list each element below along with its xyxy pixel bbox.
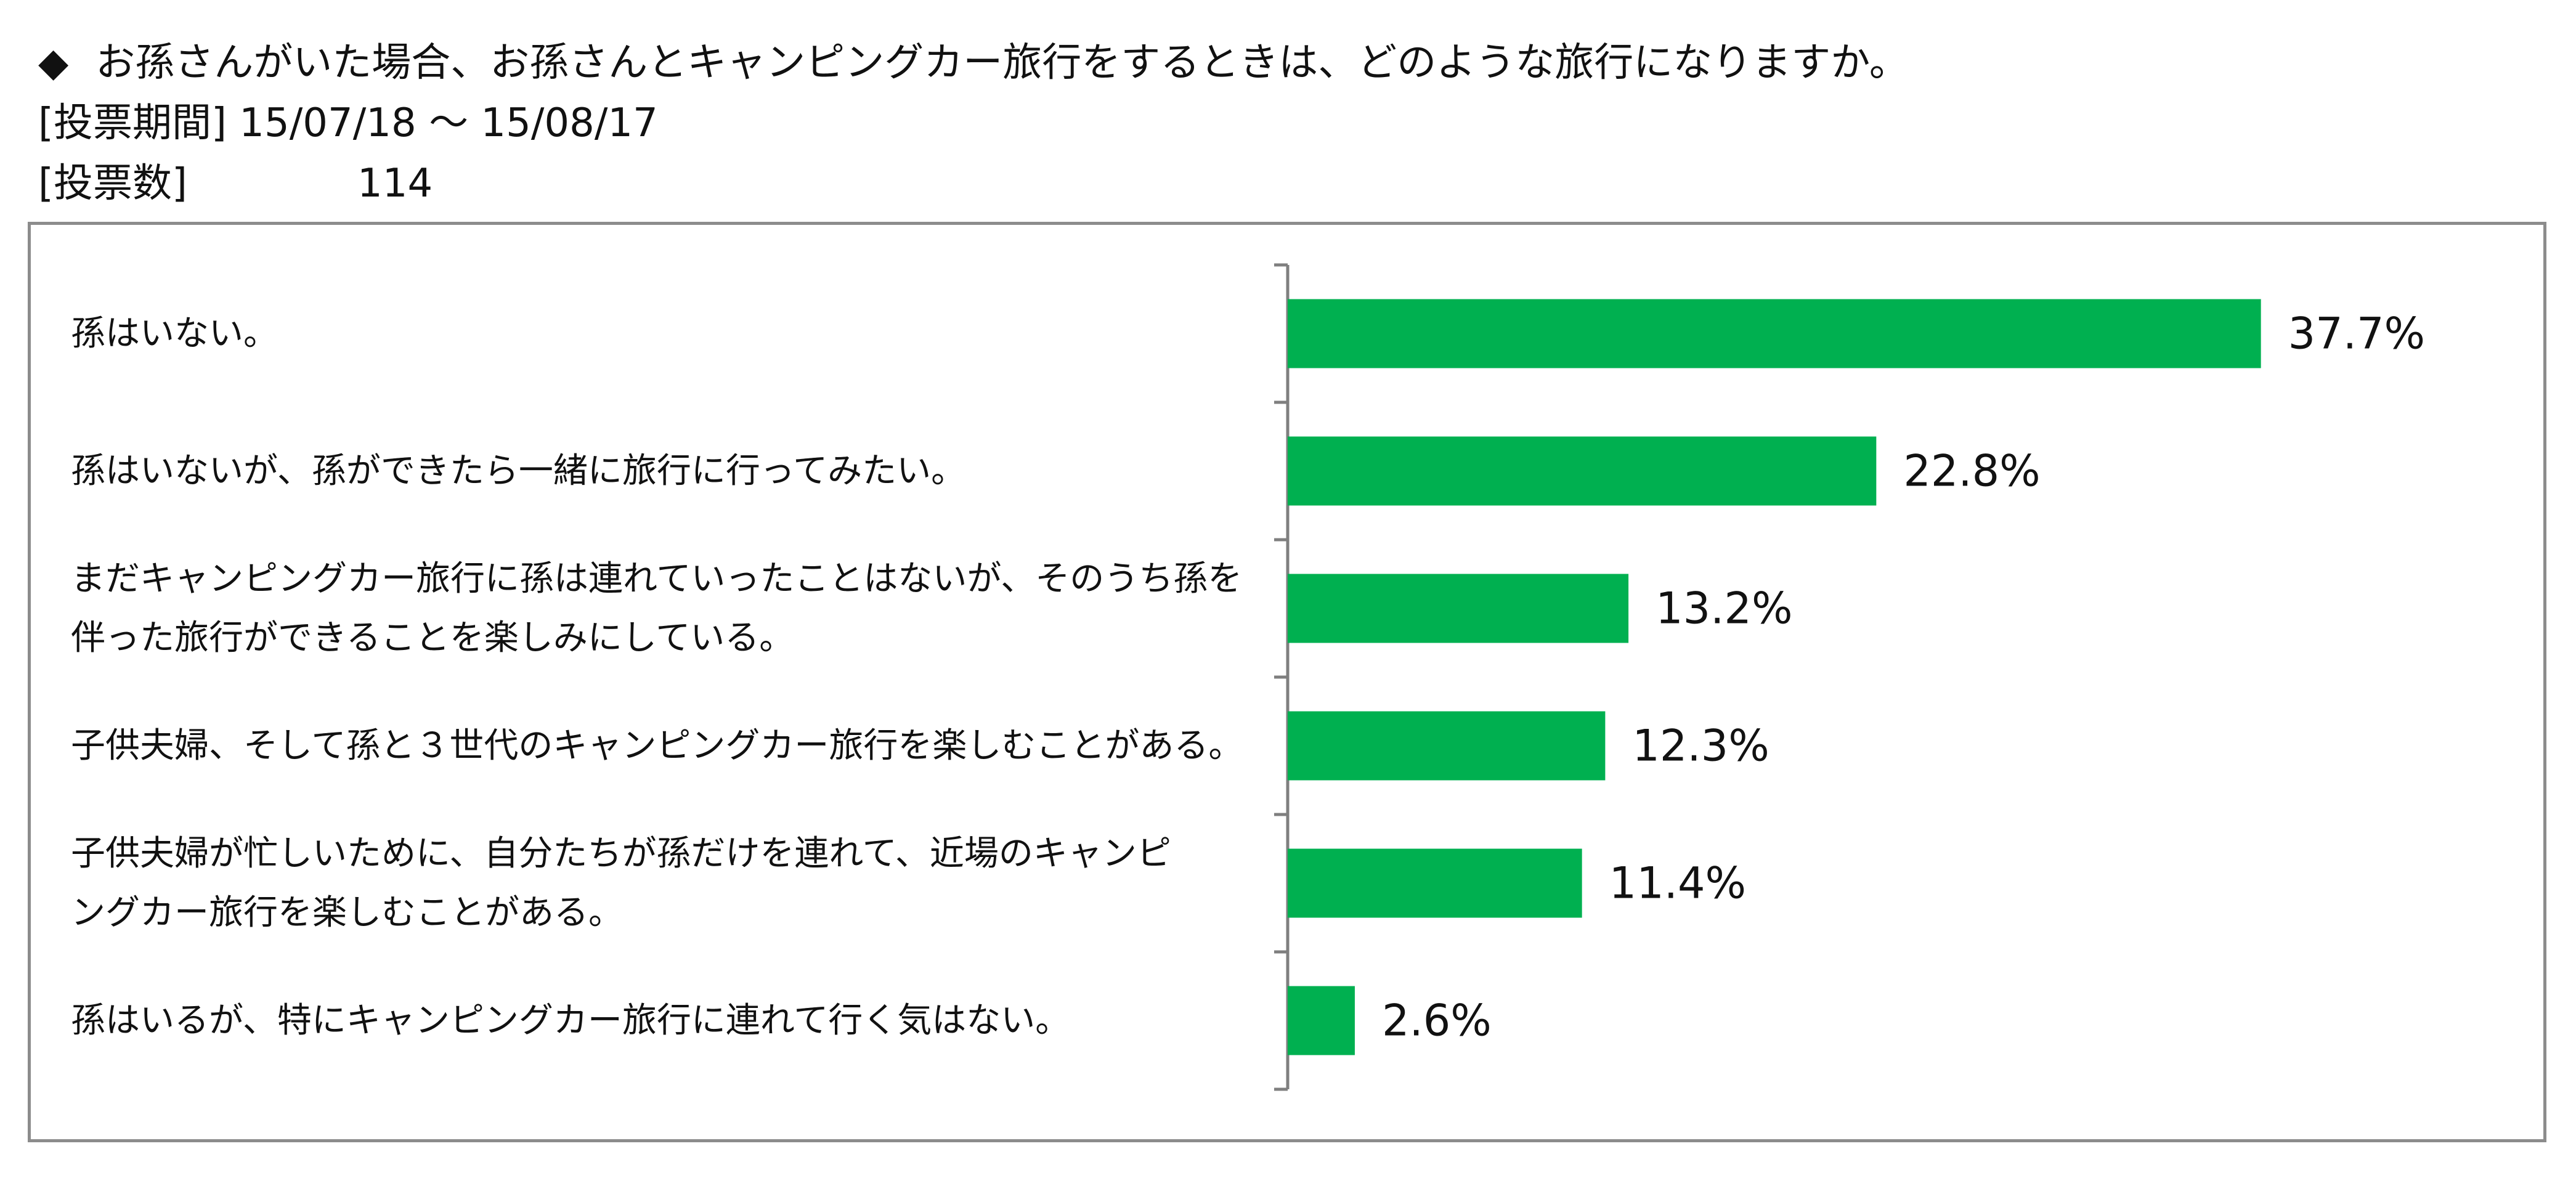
votes-label: [投票数] — [38, 161, 187, 206]
category-label-line: 孫はいない。 — [71, 313, 278, 354]
category-label-2: 孫はいないが、孫ができたら一緒に旅行に行ってみたい。 — [71, 442, 965, 501]
diamond-icon: ◆ — [38, 40, 69, 86]
category-label-line: まだキャンピングカー旅行に孫は連れていったことはないが、そのうち孫を — [71, 558, 1243, 599]
votes-value: 114 — [357, 161, 433, 206]
category-label-line: 伴った旅行ができることを楽しみにしている。 — [71, 617, 794, 658]
data-label-5: 11.4% — [1609, 858, 1746, 909]
category-label-3: まだキャンピングカー旅行に孫は連れていったことはないが、そのうち孫を 伴った旅行が… — [71, 550, 1242, 668]
data-label-4: 12.3% — [1632, 721, 1769, 771]
bar-4 — [1288, 711, 1606, 781]
bar-2 — [1288, 436, 1877, 506]
period-value: 15/07/18 ～ 15/08/17 — [239, 100, 658, 146]
bar-1 — [1288, 299, 2261, 368]
category-label-line: 子供夫婦、そして孫と３世代のキャンピングカー旅行を楽しむことがある。 — [71, 725, 1243, 766]
question-text: お孫さんがいた場合、お孫さんとキャンピングカー旅行をするときは、どのような旅行に… — [95, 40, 1909, 86]
period-label: [投票期間] — [38, 100, 227, 146]
category-label-line: 子供夫婦が忙しいために、自分たちが孫だけを連れて、近場のキャンピ — [71, 833, 1171, 874]
data-label-6: 2.6% — [1382, 996, 1492, 1046]
bar-6 — [1288, 986, 1355, 1055]
category-label-line: 孫はいないが、孫ができたら一緒に旅行に行ってみたい。 — [71, 450, 966, 491]
category-label-1: 孫はいない。 — [71, 304, 278, 364]
voting-period: [投票期間] 15/07/18 ～ 15/08/17 — [38, 99, 658, 148]
data-label-2: 22.8% — [1903, 446, 2040, 497]
question-title: ◆ お孫さんがいた場合、お孫さんとキャンピングカー旅行をするときは、どのような旅行… — [38, 38, 1909, 87]
category-label-line: 孫はいるが、特にキャンピングカー旅行に連れて行く気はない。 — [71, 1000, 1070, 1041]
data-label-3: 13.2% — [1656, 583, 1792, 634]
bar-3 — [1288, 574, 1629, 643]
data-label-1: 37.7% — [2288, 309, 2425, 359]
category-label-5: 子供夫婦が忙しいために、自分たちが孫だけを連れて、近場のキャンピ ングカー旅行を楽… — [71, 824, 1171, 943]
category-label-line: ングカー旅行を楽しむことがある。 — [71, 892, 623, 933]
bar-5 — [1288, 848, 1582, 918]
vote-count: [投票数] 114 — [38, 159, 433, 208]
chart-frame — [28, 222, 2546, 1142]
category-label-4: 子供夫婦、そして孫と３世代のキャンピングカー旅行を楽しむことがある。 — [71, 717, 1243, 776]
category-label-6: 孫はいるが、特にキャンピングカー旅行に連れて行く気はない。 — [71, 991, 1070, 1050]
